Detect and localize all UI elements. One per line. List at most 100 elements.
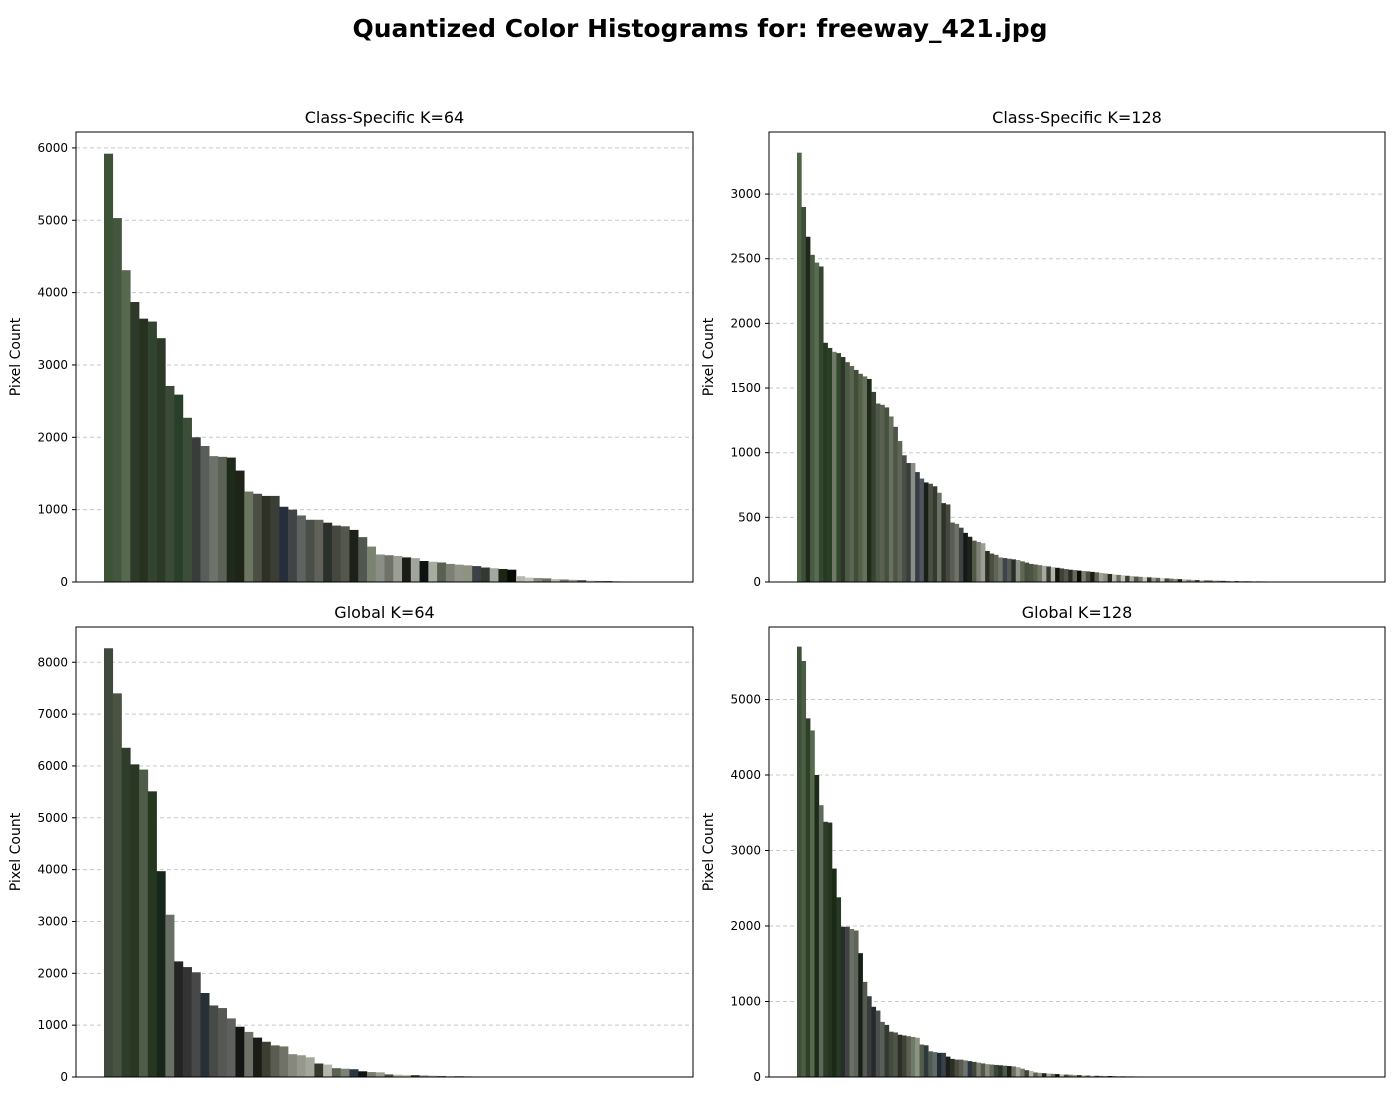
histogram-bar [139, 769, 149, 1077]
histogram-bar [1177, 579, 1183, 582]
axes-frame [768, 131, 1386, 583]
y-axis-label: Pixel Count [701, 812, 717, 891]
histogram-bar [1112, 574, 1117, 582]
histogram-bar [836, 897, 842, 1077]
histogram-bar [810, 254, 815, 582]
histogram-bar [288, 1054, 298, 1077]
histogram-bar [428, 1075, 438, 1077]
histogram-bar [463, 565, 473, 582]
y-axis-label: Pixel Count [701, 317, 717, 396]
histogram-bar [112, 693, 122, 1077]
histogram-bar [410, 1075, 420, 1077]
chart-panel: 0 1000 2000 3000 4000 5000 6000 Class-Specific … [8, 108, 694, 589]
histogram-bar [805, 236, 811, 583]
histogram-bar [340, 526, 350, 582]
histogram-bar [972, 540, 977, 582]
y-tick-label: 5000 [730, 692, 761, 706]
histogram-bar [533, 578, 543, 582]
histogram-bar [253, 1037, 263, 1077]
histogram-bar [853, 369, 859, 582]
histogram-bar [945, 1056, 951, 1077]
histogram-bar [577, 580, 587, 582]
histogram-bar [1225, 580, 1231, 582]
histogram-bar [1164, 578, 1170, 582]
histogram-bar [845, 362, 850, 582]
histogram-bar [174, 961, 184, 1077]
histogram-bar [867, 996, 872, 1077]
histogram-bar [958, 1059, 964, 1077]
histogram-bar [801, 660, 807, 1077]
histogram-bar [880, 404, 885, 582]
y-tick-label: 1000 [730, 994, 761, 1008]
histogram-bar [568, 579, 578, 582]
histogram-bar [1063, 1074, 1069, 1077]
histogram-bar [818, 805, 824, 1077]
histogram-bar [827, 347, 833, 582]
histogram-bar [1173, 578, 1178, 582]
y-axis-label: Pixel Count [8, 812, 24, 891]
histogram-bar [1059, 568, 1065, 582]
histogram-bar [296, 1055, 306, 1077]
histogram-bar [963, 1060, 968, 1077]
histogram-bar [296, 515, 306, 582]
histogram-bar [147, 321, 157, 582]
histogram-bar [919, 1044, 925, 1077]
histogram-bar [985, 1064, 990, 1077]
y-tick-label: 2000 [37, 966, 68, 980]
histogram-bar [270, 495, 280, 582]
histogram-bar [1090, 571, 1095, 582]
histogram-bar [880, 1021, 885, 1077]
y-tick-label: 0 [753, 575, 761, 589]
y-tick-label: 4000 [730, 768, 761, 782]
histogram-bar [993, 1064, 999, 1077]
histogram-bar [1042, 1073, 1047, 1077]
histogram-bar [209, 456, 219, 582]
histogram-bar [937, 1052, 942, 1077]
histogram-bar [1050, 567, 1056, 582]
histogram-bar [1168, 578, 1174, 582]
histogram-bar [375, 1072, 385, 1077]
y-tick-label: 1000 [37, 1018, 68, 1032]
histogram-bar [314, 1063, 324, 1077]
histogram-bar [832, 868, 837, 1077]
y-tick-label: 5000 [37, 213, 68, 227]
histogram-bar [1133, 576, 1139, 582]
histogram-bar [472, 566, 482, 582]
histogram-bar [366, 1072, 377, 1077]
histogram-bar [253, 493, 263, 582]
y-tick-label: 500 [738, 510, 761, 524]
histogram-bar [498, 568, 508, 582]
histogram-bar [836, 353, 842, 582]
histogram-bar [980, 543, 986, 582]
histogram-bar [1103, 573, 1108, 582]
histogram-bar [156, 871, 166, 1077]
histogram-bar [244, 1031, 254, 1077]
histogram-bar [1094, 1075, 1100, 1077]
histogram-bar [1230, 580, 1235, 582]
histogram-bar [182, 417, 192, 582]
histogram-bar [1077, 570, 1082, 582]
histogram-bar [358, 1071, 368, 1077]
histogram-bar [1002, 558, 1008, 582]
histogram-bar [1190, 579, 1196, 582]
histogram-bar [862, 981, 868, 1077]
histogram-bar [156, 338, 166, 582]
histogram-bar [182, 967, 192, 1077]
histogram-bar [928, 1051, 933, 1077]
histogram-bar [1033, 1072, 1038, 1077]
histogram-bar [586, 580, 596, 582]
histogram-bar [1107, 573, 1113, 582]
axes-frame [768, 626, 1386, 1078]
histogram-bar [191, 437, 201, 582]
histogram-bar [919, 478, 925, 582]
histogram-bar [1199, 580, 1205, 582]
histogram-bar [1072, 570, 1078, 582]
histogram-bar [849, 366, 855, 582]
histogram-bar [1020, 1068, 1025, 1077]
histogram-bar [1186, 579, 1192, 582]
histogram-bar [993, 554, 999, 582]
histogram-bar [853, 930, 859, 1077]
histogram-bar [384, 1074, 394, 1077]
histogram-bar [305, 519, 315, 582]
